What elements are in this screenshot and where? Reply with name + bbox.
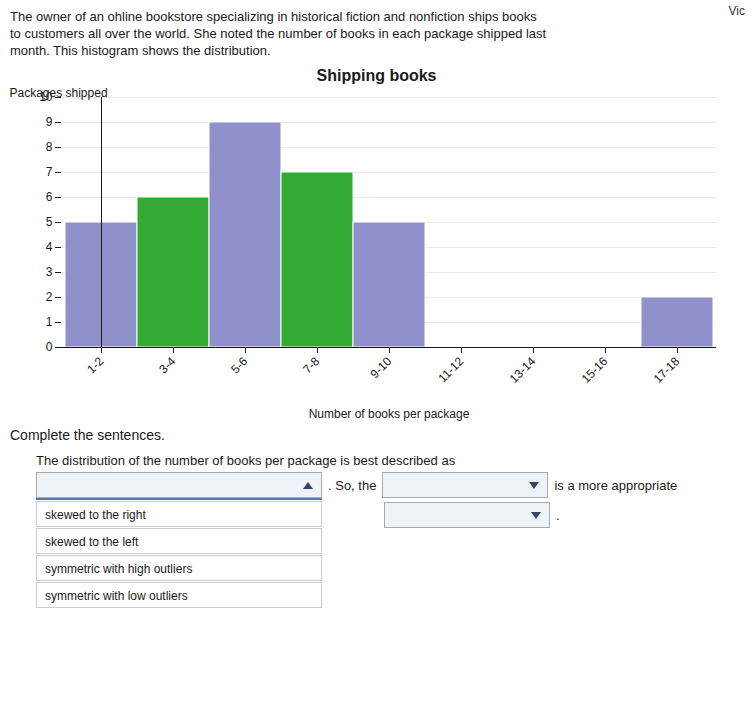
svg-text:17-18: 17-18 [651, 354, 683, 386]
svg-text:13-14: 13-14 [507, 354, 539, 386]
svg-text:2: 2 [46, 290, 53, 304]
html-text:symmetric with high outliers: symmetric with high outliers [45, 562, 193, 576]
html-text:The distribution of the number: The distribution of the number of books … [36, 453, 456, 468]
svg-text:1-2: 1-2 [84, 354, 106, 376]
svg-text:1: 1 [46, 315, 53, 329]
svg-text:5: 5 [46, 215, 53, 229]
html-text:month. This histogram shows th: month. This histogram shows the distribu… [10, 43, 271, 58]
svg-text:5-6: 5-6 [228, 354, 250, 376]
svg-text:3-4: 3-4 [156, 354, 178, 376]
html-text:skewed to the right: skewed to the right [45, 508, 146, 522]
html-text:symmetric with low outliers: symmetric with low outliers [45, 589, 188, 603]
html-text:is a more appropriate: is a more appropriate [554, 477, 678, 493]
html-text:Shipping books: Shipping books [316, 67, 437, 84]
svg-text:Number of books per package: Number of books per package [309, 407, 470, 421]
svg-text:9-10: 9-10 [367, 354, 394, 381]
svg-text:0: 0 [46, 340, 53, 354]
html-text:Complete the sentences.: Complete the sentences. [10, 427, 165, 443]
html-text:Vic: Vic [728, 4, 745, 18]
svg-text:7-8: 7-8 [300, 354, 322, 376]
svg-text:11-12: 11-12 [435, 354, 466, 385]
html-text:skewed to the left: skewed to the left [45, 535, 139, 549]
svg-text:4: 4 [46, 240, 53, 254]
html-text:. So, the: . So, the [328, 477, 377, 493]
html-text:The owner of an ohline booksto: The owner of an ohline bookstore special… [10, 9, 537, 24]
html-text:to customers all over the worl: to customers all over the world. She not… [10, 26, 547, 41]
svg-text:8: 8 [46, 140, 53, 154]
svg-text:3: 3 [46, 265, 53, 279]
svg-text:9: 9 [46, 115, 53, 129]
svg-text:Packages shipped: Packages shipped [10, 86, 108, 100]
svg-text:6: 6 [46, 190, 53, 204]
svg-text:7: 7 [46, 165, 53, 179]
svg-text:15-16: 15-16 [579, 354, 611, 386]
